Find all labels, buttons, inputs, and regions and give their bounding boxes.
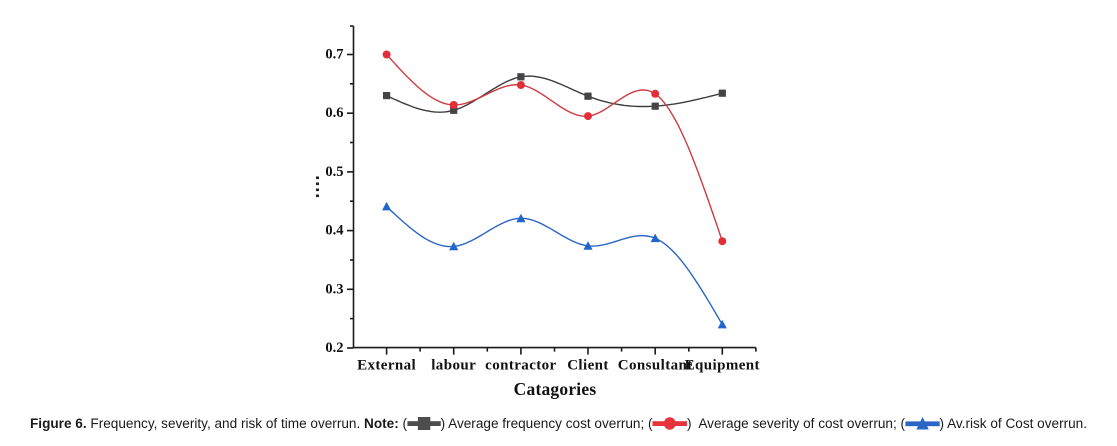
svg-text:0.2: 0.2 xyxy=(325,340,343,356)
svg-text:Client: Client xyxy=(567,358,609,374)
svg-text:Equipment: Equipment xyxy=(685,358,760,374)
svg-text:0.3: 0.3 xyxy=(325,281,343,297)
svg-text:Consultant: Consultant xyxy=(618,358,693,374)
svg-text:External: External xyxy=(357,358,416,374)
svg-text:0.7: 0.7 xyxy=(325,47,343,63)
svg-text:contractor: contractor xyxy=(485,358,556,374)
svg-text:0.6: 0.6 xyxy=(325,105,343,121)
svg-text:Catagories: Catagories xyxy=(514,379,597,399)
svg-text:labour: labour xyxy=(431,358,476,374)
svg-text:0.4: 0.4 xyxy=(325,223,343,239)
svg-text:0.5: 0.5 xyxy=(325,164,343,180)
